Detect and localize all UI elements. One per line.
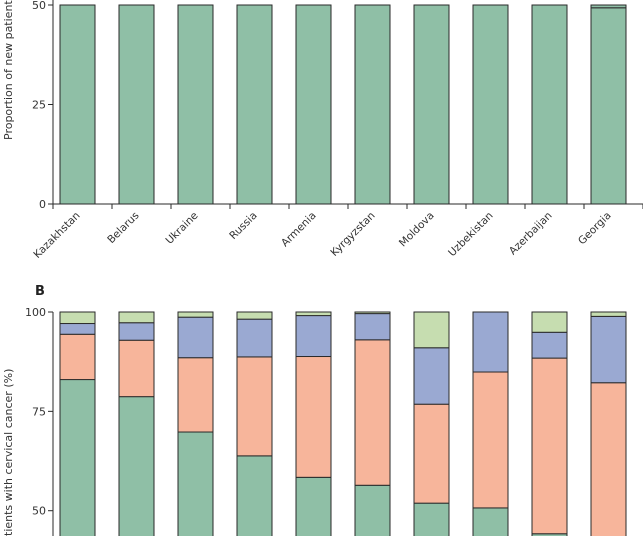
bar-ukraine [177,311,214,536]
bar-segment-orange [59,333,96,381]
panel-a-y-axis-label: Proportion of new patient [2,0,15,140]
bar-segment-segment-1 [59,4,96,205]
bar-segment-blue [413,347,450,405]
bar-segment-blue [59,323,96,335]
x-tick-label: Armenia [279,210,319,250]
panel-b: B tients with cervical cancer (%) 50 75 10… [2,284,627,536]
x-tick-label: Kyrgyzstan [328,210,377,259]
bar-kyrgyzstan [354,4,391,205]
bar-azerbaijan [531,4,568,205]
x-tick-label: Uzbekistan [446,210,495,259]
bar-segment-light-green [413,311,450,349]
bar-segment-light-green [295,311,332,317]
x-tick-label: Georgia [576,210,614,248]
bar-segment-orange [413,403,450,504]
bar-segment-segment-1 [531,4,568,205]
bar-segment-blue [236,318,273,358]
bar-segment-segment-1 [472,4,509,205]
bar-azerbaijan [531,311,568,536]
bar-segment-green [295,476,332,536]
bar-segment-orange [295,356,332,478]
y-tick-label: 25 [32,99,46,112]
bar-ukraine [177,4,214,205]
bar-uzbekistan [472,4,509,205]
bar-segment-light-green [236,311,273,320]
bar-segment-green [118,396,155,536]
bar-moldova [413,4,450,205]
bar-segment-green [177,431,214,536]
y-tick-label: 0 [39,198,46,211]
bar-segment-light-green [118,311,155,324]
bar-segment-orange [236,356,273,457]
bar-segment-green [472,507,509,536]
bar-segment-orange [590,382,627,536]
bar-segment-green [413,502,450,536]
y-tick-label: 50 [32,505,46,518]
bar-kazakhstan [59,311,96,536]
bar-segment-green [236,455,273,536]
bar-georgia [590,4,627,205]
x-tick-label: Russia [227,210,259,242]
panel-a-bars [59,4,627,205]
bar-belarus [118,311,155,536]
bar-segment-orange [531,357,568,535]
bar-uzbekistan [472,311,509,536]
panel-a: Proportion of new patient 0 25 50 Kazakhsta… [2,0,643,261]
y-tick-label: 100 [25,306,46,319]
bar-segment-blue [177,316,214,359]
bar-segment-light-green [354,311,391,315]
x-tick-label: Kazakhstan [31,210,82,261]
panel-b-bars [59,311,627,536]
bar-russia [236,4,273,205]
bar-segment-orange [177,357,214,433]
bar-armenia [295,4,332,205]
bar-segment-segment-1 [118,4,155,205]
panel-b-axes: 50 75 100 [25,306,54,536]
bar-kyrgyzstan [354,311,391,536]
bar-segment-green [354,484,391,536]
y-tick-label: 75 [32,405,46,418]
bar-segment-blue [118,322,155,341]
bar-segment-orange [472,371,509,509]
bar-kazakhstan [59,4,96,205]
bar-segment-blue [531,331,568,359]
bar-segment-orange [118,339,155,398]
x-tick-label: Belarus [105,210,141,246]
bar-segment-orange [354,339,391,486]
panel-b-title: B [35,284,45,299]
x-tick-label: Moldova [397,210,437,250]
bar-segment-blue [295,315,332,358]
bar-segment-segment-1 [354,4,391,205]
bar-segment-segment-1 [590,7,627,205]
bar-segment-segment-1 [236,4,273,205]
bar-segment-segment-1 [295,4,332,205]
y-tick-label: 50 [32,0,46,12]
bar-moldova [413,311,450,536]
x-tick-label: Azerbaijan [507,210,555,258]
bar-belarus [118,4,155,205]
bar-segment-light-green [531,311,568,333]
bar-segment-light-green [177,311,214,318]
bar-segment-segment-1 [413,4,450,205]
x-tick-label: Ukraine [163,210,200,247]
bar-segment-light-green [590,311,627,317]
bar-georgia [590,311,627,536]
bar-segment-light-green [59,311,96,325]
bar-segment-blue [590,315,627,384]
bar-segment-segment-1 [177,4,214,205]
bar-russia [236,311,273,536]
bar-segment-blue [354,313,391,341]
bar-armenia [295,311,332,536]
bar-segment-segment-2 [590,4,627,9]
bar-segment-green [59,379,96,536]
panel-b-y-axis-label: tients with cervical cancer (%) [2,369,15,536]
bar-segment-blue [472,311,509,373]
